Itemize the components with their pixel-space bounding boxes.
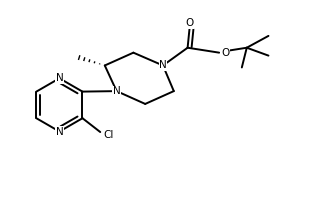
Text: N: N [56, 127, 63, 137]
Text: N: N [159, 60, 167, 70]
Text: O: O [186, 18, 194, 28]
Text: N: N [113, 86, 121, 96]
Text: N: N [56, 73, 63, 83]
Text: Cl: Cl [103, 130, 113, 140]
Text: O: O [221, 48, 229, 58]
